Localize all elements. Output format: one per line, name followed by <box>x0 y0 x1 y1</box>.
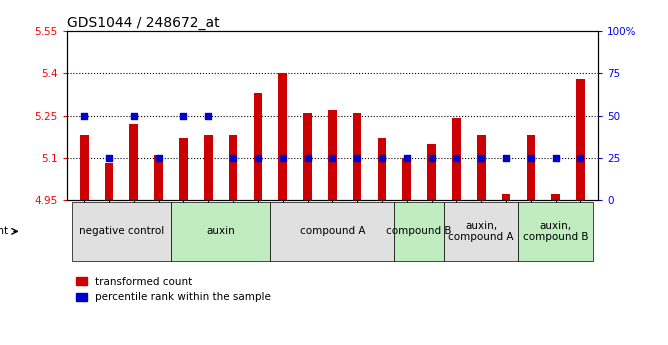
Bar <box>353 113 361 200</box>
Bar <box>428 144 436 200</box>
Point <box>352 155 363 161</box>
Point <box>153 155 164 161</box>
Bar <box>444 202 518 261</box>
Bar <box>377 138 386 200</box>
Bar <box>105 164 114 200</box>
Point <box>327 155 338 161</box>
Point <box>253 155 263 161</box>
Bar <box>271 202 394 261</box>
Bar <box>171 202 271 261</box>
Point <box>228 155 238 161</box>
Point <box>575 155 586 161</box>
Text: auxin: auxin <box>206 226 235 236</box>
Point <box>104 155 114 161</box>
Point <box>203 113 214 118</box>
Bar <box>502 195 510 200</box>
Point <box>550 155 561 161</box>
Bar <box>80 135 89 200</box>
Text: auxin,
compound A: auxin, compound A <box>448 220 514 242</box>
Bar <box>154 155 163 200</box>
Point <box>79 113 90 118</box>
Bar <box>228 135 237 200</box>
Text: auxin,
compound B: auxin, compound B <box>523 220 589 242</box>
Point <box>451 155 462 161</box>
Bar <box>402 158 411 200</box>
Text: agent: agent <box>0 226 9 236</box>
Bar <box>303 113 312 200</box>
Point <box>377 155 387 161</box>
Point <box>401 155 412 161</box>
Bar <box>204 135 212 200</box>
Bar <box>179 138 188 200</box>
Point <box>501 155 512 161</box>
Point <box>526 155 536 161</box>
Bar <box>279 73 287 200</box>
Point <box>476 155 486 161</box>
Point <box>426 155 437 161</box>
Point <box>178 113 189 118</box>
Bar <box>477 135 486 200</box>
Text: compound B: compound B <box>386 226 452 236</box>
Point <box>277 155 288 161</box>
Legend: transformed count, percentile rank within the sample: transformed count, percentile rank withi… <box>72 273 275 306</box>
Text: GDS1044 / 248672_at: GDS1044 / 248672_at <box>67 16 219 30</box>
Bar <box>71 202 171 261</box>
Bar <box>452 118 461 200</box>
Text: negative control: negative control <box>79 226 164 236</box>
Bar <box>576 79 584 200</box>
Bar <box>551 195 560 200</box>
Bar <box>130 124 138 200</box>
Bar <box>526 135 535 200</box>
Bar <box>394 202 444 261</box>
Bar <box>518 202 593 261</box>
Point <box>302 155 313 161</box>
Bar <box>254 93 263 200</box>
Bar <box>328 110 337 200</box>
Point <box>128 113 139 118</box>
Text: compound A: compound A <box>299 226 365 236</box>
